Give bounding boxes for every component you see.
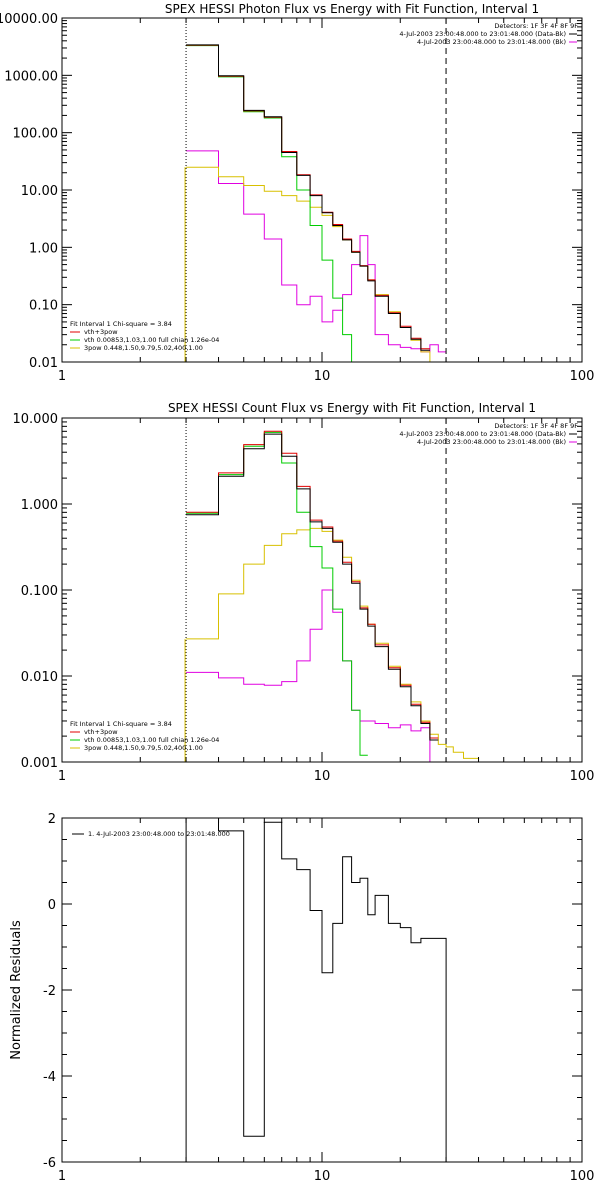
y-tick-label: 10000.00 <box>0 12 58 27</box>
y-tick-label: 2 <box>48 812 56 827</box>
detectors-label: Detectors: 1F 3F 4F 8F 9F <box>494 22 578 30</box>
y-tick-label: 0.01 <box>29 356 58 371</box>
y-tick-label: 1000.00 <box>4 69 58 84</box>
panel-photon-flux: SPEX HESSI Photon Flux vs Energy with Fi… <box>0 2 594 384</box>
y-tick-label: 1.000 <box>21 498 58 513</box>
plot-area <box>186 44 447 362</box>
y-tick-label: -2 <box>43 984 56 999</box>
legend-bottom-entry: 3pow 0.448,1.50,9.79,5.02,400,1.00 <box>84 744 203 752</box>
detectors-label: Detectors: 1F 3F 4F 8F 9F <box>494 422 578 430</box>
y-tick-label: 100.00 <box>13 127 59 142</box>
series-bk <box>186 150 447 353</box>
fit-info-label: Fit Interval 1 Chi-square = 3.84 <box>70 720 172 728</box>
x-tick-label: 1 <box>58 769 66 784</box>
x-tick-label: 1 <box>58 1169 66 1184</box>
y-tick-label: 0.10 <box>29 299 58 314</box>
legend-top-entry: 4-Jul-2003 23:00:48.000 to 23:01:48.000 … <box>417 38 566 46</box>
series-3pow <box>186 166 439 362</box>
x-tick-label: 10 <box>314 769 331 784</box>
series-vth-3pow <box>186 430 439 739</box>
y-tick-label: 1.00 <box>29 241 58 256</box>
plot-area <box>186 430 479 762</box>
panel2-title: SPEX HESSI Count Flux vs Energy with Fit… <box>168 401 536 415</box>
legend-top-entry: 4-Jul-2003 23:00:48.000 to 23:01:48.000 … <box>417 438 566 446</box>
panel-residuals: Normalized Residuals 1 10 100 -6 -4 -2 0 2 1. 4-… <box>9 812 594 1184</box>
x-tick-label: 10 <box>314 369 331 384</box>
legend-bottom-entry: vth 0.00853,1.03,1.00 full chian 1.26e-0… <box>84 336 219 344</box>
legend-bottom-entry: vth+3pow <box>84 328 118 336</box>
y-tick-label: 10.00 <box>21 184 58 199</box>
series-3pow <box>186 527 479 759</box>
legend-top-entry: 4-Jul-2003 23:00:48.000 to 23:01:48.000 … <box>399 430 566 438</box>
legend-entry: 1. 4-Jul-2003 23:00:48.000 to 23:01:48.0… <box>88 830 230 838</box>
x-tick-label: 100 <box>570 369 595 384</box>
y-tick-label: 0.100 <box>21 584 58 599</box>
series-data-bk <box>186 433 439 741</box>
plot-frame <box>61 817 583 1163</box>
legend-bottom-entry: 3pow 0.448,1.50,9.79,5.02,400,1.00 <box>84 344 203 352</box>
panel1-title: SPEX HESSI Photon Flux vs Energy with Fi… <box>165 2 539 16</box>
legend-bottom-entry: vth+3pow <box>84 728 118 736</box>
y-tick-label: -4 <box>43 1070 56 1085</box>
y-tick-label: 0.001 <box>21 756 58 771</box>
panel3-plot: 1 10 100 -6 -4 -2 0 2 1. 4-Jul-2003 23:00:48.000… <box>43 812 594 1184</box>
panel-count-flux: SPEX HESSI Count Flux vs Energy with Fit… <box>13 401 595 784</box>
y-tick-label: 0 <box>48 898 56 913</box>
x-tick-label: 10 <box>314 1169 331 1184</box>
y-tick-label: 0.010 <box>21 670 58 685</box>
series-vth-3pow <box>186 44 430 350</box>
x-tick-label: 100 <box>570 769 595 784</box>
x-tick-label: 1 <box>58 369 66 384</box>
panel2-plot: 1 10 100 0.001 0.010 0.100 1.000 10.000 Detector… <box>13 412 595 784</box>
y-tick-label: 10.000 <box>13 412 59 427</box>
series-vth <box>186 431 368 756</box>
fit-info-label: Fit Interval 1 Chi-square = 3.84 <box>70 320 172 328</box>
series-data-bk <box>186 44 430 351</box>
panel3-ylabel: Normalized Residuals <box>9 920 24 1060</box>
series-residuals <box>185 817 447 1162</box>
x-tick-label: 100 <box>570 1169 595 1184</box>
legend-bottom-entry: vth 0.00853,1.03,1.00 full chian 1.26e-0… <box>84 736 219 744</box>
y-tick-label: -6 <box>43 1156 56 1171</box>
series-vth <box>186 45 353 362</box>
legend-top-entry: 4-Jul-2003 23:00:48.000 to 23:01:48.000 … <box>399 30 566 38</box>
panel1-plot: 1 10 100 0.01 0.10 1.00 10.00 100.00 1000.00 1000… <box>0 12 594 384</box>
